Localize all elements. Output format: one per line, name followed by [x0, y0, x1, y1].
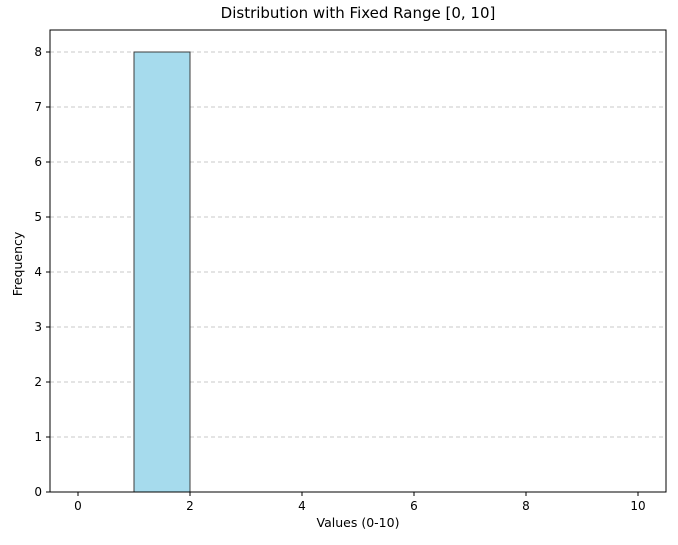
- plot-frame: [49, 29, 667, 493]
- y-tick-label: 3: [34, 320, 42, 334]
- y-axis-label: Frequency: [10, 231, 25, 296]
- y-axis-ticks: 0 1 2 3 4 5 6 7 8: [34, 45, 50, 499]
- y-tick-label: 6: [34, 155, 42, 169]
- x-tick-label: 4: [298, 499, 306, 513]
- y-gridlines: [50, 51, 666, 438]
- x-tick-label: 6: [410, 499, 418, 513]
- histogram-bar: [133, 51, 191, 493]
- y-tick-label: 7: [34, 100, 42, 114]
- histogram-bars: [133, 51, 191, 493]
- x-tick-label: 10: [630, 499, 645, 513]
- x-axis-label: Values (0-10): [317, 515, 400, 530]
- y-tick-label: 0: [34, 485, 42, 499]
- y-tick-label: 4: [34, 265, 42, 279]
- y-tick-label: 8: [34, 45, 42, 59]
- x-axis-ticks: 0 2 4 6 8 10: [74, 492, 646, 513]
- x-tick-label: 0: [74, 499, 82, 513]
- chart-title: Distribution with Fixed Range [0, 10]: [221, 4, 496, 22]
- y-tick-label: 1: [34, 430, 42, 444]
- y-tick-label: 5: [34, 210, 42, 224]
- x-tick-label: 2: [186, 499, 194, 513]
- x-tick-label: 8: [522, 499, 530, 513]
- y-tick-label: 2: [34, 375, 42, 389]
